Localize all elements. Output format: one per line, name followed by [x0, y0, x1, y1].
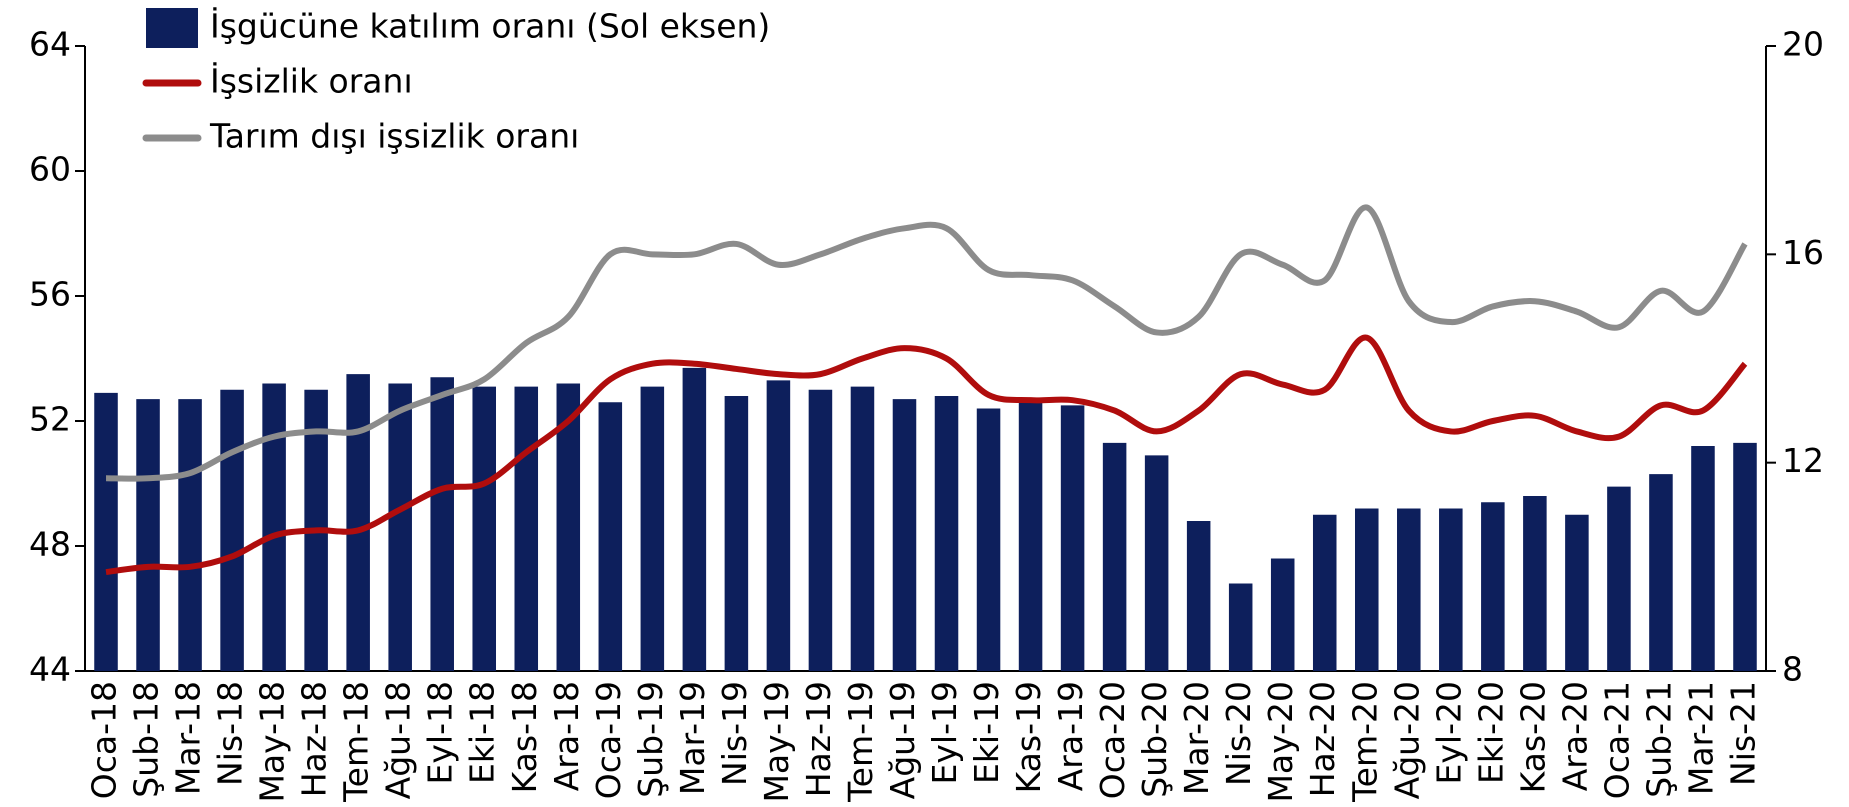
x-tick-label: Kas-19 — [1009, 681, 1048, 793]
y-tick-label: 48 — [29, 525, 71, 564]
bar — [934, 396, 959, 671]
y-tick-label: 56 — [29, 275, 71, 314]
x-tick-label: Haz-20 — [1303, 681, 1342, 797]
bar — [514, 386, 539, 671]
bar — [976, 408, 1001, 671]
y2-tick-label: 8 — [1782, 650, 1803, 689]
bar — [1018, 402, 1043, 671]
x-tick-label: Mar-20 — [1177, 681, 1216, 795]
bar — [1270, 558, 1295, 671]
x-tick-label: Şub-20 — [1135, 681, 1174, 798]
x-tick-label: Şub-21 — [1639, 681, 1678, 798]
line — [105, 204, 1748, 482]
x-tick-label: Ağu-20 — [1387, 681, 1426, 799]
x-tick-label: Ara-20 — [1555, 681, 1594, 791]
bar — [430, 377, 454, 671]
bar — [1354, 508, 1379, 671]
x-tick-label: Nis-20 — [1219, 681, 1258, 786]
x-tick-label: Nis-18 — [211, 681, 250, 786]
bar — [1144, 455, 1169, 671]
bar — [766, 380, 791, 671]
x-tick-label: Nis-21 — [1723, 681, 1762, 786]
legend-label: İşgücüne katılım oranı (Sol eksen) — [210, 7, 770, 46]
y2-tick-label: 12 — [1782, 441, 1824, 480]
line — [105, 334, 1748, 576]
x-tick-label: Ara-18 — [547, 681, 586, 791]
x-tick-label: Tem-20 — [1345, 681, 1384, 803]
y-tick-label: 64 — [29, 25, 71, 64]
bar — [850, 386, 875, 671]
x-tick-label: May-18 — [253, 681, 292, 803]
bar — [1691, 446, 1715, 671]
legend-swatch — [146, 8, 198, 48]
x-tick-label: May-19 — [757, 681, 796, 803]
x-tick-label: Ara-19 — [1051, 681, 1090, 791]
bar — [598, 402, 623, 671]
x-tick-label: Şub-18 — [127, 681, 166, 798]
bar — [1733, 442, 1757, 671]
bar — [1102, 442, 1127, 671]
y-tick-label: 44 — [29, 650, 71, 689]
bar — [1481, 502, 1505, 671]
bar — [892, 399, 917, 671]
x-tick-label: Eyl-19 — [925, 681, 964, 784]
bar — [682, 367, 707, 671]
x-tick-label: May-20 — [1261, 681, 1300, 803]
bar — [1523, 496, 1547, 671]
x-tick-label: Haz-19 — [799, 681, 838, 797]
bar — [808, 389, 833, 671]
bar — [472, 386, 497, 671]
bar — [1186, 521, 1211, 671]
bar — [262, 383, 286, 671]
bar — [1060, 405, 1085, 671]
bar — [94, 392, 118, 671]
bar — [1649, 474, 1673, 671]
x-tick-label: Eyl-18 — [421, 681, 460, 784]
x-tick-label: Eki-18 — [463, 681, 502, 784]
bar — [1397, 508, 1421, 671]
y2-tick-label: 20 — [1782, 25, 1824, 64]
x-tick-label: Eki-19 — [967, 681, 1006, 784]
bar — [1228, 583, 1253, 671]
x-tick-label: Kas-18 — [505, 681, 544, 793]
x-tick-label: Oca-18 — [85, 681, 124, 799]
x-tick-label: Mar-18 — [169, 681, 208, 795]
x-tick-label: Haz-18 — [295, 681, 334, 797]
x-tick-label: Mar-21 — [1681, 681, 1720, 795]
bar — [388, 383, 412, 671]
x-tick-label: Mar-19 — [673, 681, 712, 795]
x-tick-label: Nis-19 — [715, 681, 754, 786]
y-tick-label: 52 — [29, 400, 71, 439]
bar — [724, 396, 749, 671]
x-tick-label: Oca-21 — [1597, 681, 1636, 799]
bar — [1565, 514, 1589, 671]
bar — [640, 386, 665, 671]
x-tick-label: Oca-20 — [1093, 681, 1132, 799]
bar — [136, 399, 160, 671]
x-tick-label: Tem-18 — [337, 681, 376, 803]
legend-label: Tarım dışı işsizlik oranı — [209, 117, 579, 156]
bar — [556, 383, 581, 671]
bar — [220, 389, 244, 671]
x-tick-label: Oca-19 — [589, 681, 628, 799]
x-tick-label: Şub-19 — [631, 681, 670, 798]
bar — [346, 374, 370, 671]
bar — [1439, 508, 1463, 671]
y2-tick-label: 16 — [1782, 233, 1824, 272]
bar — [1607, 486, 1631, 671]
x-tick-label: Eyl-20 — [1429, 681, 1468, 784]
x-tick-label: Eki-20 — [1471, 681, 1510, 784]
bar — [1312, 514, 1337, 671]
legend-label: İşsizlik oranı — [210, 62, 413, 101]
x-tick-label: Kas-20 — [1513, 681, 1552, 793]
x-tick-label: Tem-19 — [841, 681, 880, 803]
x-tick-label: Ağu-18 — [379, 681, 418, 799]
x-tick-label: Ağu-19 — [883, 681, 922, 799]
y-tick-label: 60 — [29, 150, 71, 189]
bar — [178, 399, 202, 671]
